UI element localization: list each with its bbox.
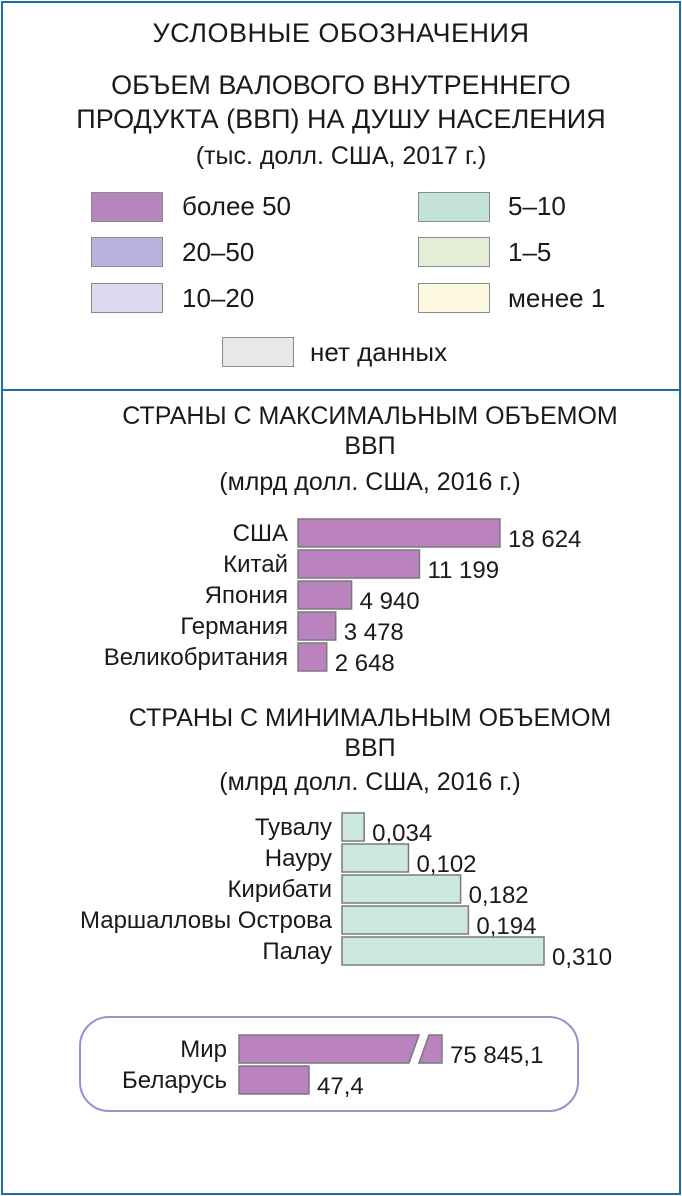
world-comparison-box [79,1016,579,1112]
legend-label-no-data: нет данных [310,337,448,367]
legend-label-1-5: 1–5 [508,237,552,267]
swatch-5-10 [418,192,490,222]
max-gdp-value-label: 2 648 [335,650,395,677]
max-gdp-value-label: 4 940 [360,588,420,615]
legend-label-10-20: 10–20 [182,283,255,313]
swatch-20-50 [91,237,163,267]
max-gdp-value-label: 11 199 [427,557,499,584]
legend-label-20-50: 20–50 [182,237,255,267]
world-bar-segment [238,1034,421,1064]
belarus-bar [238,1065,310,1095]
legend-unit: (тыс. долл. США, 2017 г.) [195,142,487,170]
section-divider [1,389,679,391]
min-gdp-category-label: Тувалу [255,814,332,841]
min-gdp-category-label: Науру [265,845,332,872]
max-gdp-value-label: 3 478 [344,619,404,646]
max-gdp-bar [297,642,328,672]
swatch-under-1 [418,283,490,313]
min-gdp-category-label: Палау [262,938,332,965]
max-gdp-category-label: США [233,520,288,547]
swatch-over-50 [91,192,163,222]
min-gdp-value-label: 0,182 [469,882,529,909]
max-gdp-category-label: Япония [205,582,288,609]
legend-title: УСЛОВНЫЕ ОБОЗНАЧЕНИЯ [152,18,530,48]
chart-max-unit: (млрд долл. США, 2016 г.) [219,468,521,496]
legend-label-under-1: менее 1 [508,283,606,313]
min-gdp-bar [341,905,470,935]
world-value-label: 47,4 [317,1073,364,1100]
max-gdp-bar [297,518,501,548]
max-gdp-category-label: Великобритания [104,644,288,671]
legend-subtitle: ОБЪЕМ ВАЛОВОГО ВНУТРЕННЕГО ПРОДУКТА (ВВП… [76,70,606,134]
min-gdp-value-label: 0,034 [372,820,432,847]
min-gdp-bar [341,812,365,842]
chart-max-title: СТРАНЫ С МАКСИМАЛЬНЫМ ОБЪЕМОМ ВВП [122,402,618,460]
min-gdp-category-label: Кирибати [227,876,332,903]
chart-min-title: СТРАНЫ С МИНИМАЛЬНЫМ ОБЪЕМОМ ВВП [128,704,612,762]
max-gdp-bar [297,611,337,641]
min-gdp-value-label: 0,194 [476,913,536,940]
legend-label-5-10: 5–10 [508,191,566,221]
min-gdp-bar [341,843,410,873]
max-gdp-category-label: Германия [180,613,288,640]
world-value-label: 75 845,1 [450,1042,543,1069]
legend-label-over-50: более 50 [182,191,292,221]
min-gdp-value-label: 0,102 [416,851,476,878]
world-category-label: Беларусь [122,1067,227,1094]
max-gdp-value-label: 18 624 [508,526,581,553]
min-gdp-bar [341,936,545,966]
swatch-1-5 [418,237,490,267]
world-category-label: Мир [180,1036,227,1063]
chart-min-unit: (млрд долл. США, 2016 г.) [219,768,521,796]
min-gdp-category-label: Маршалловы Острова [80,907,333,934]
max-gdp-bar [297,549,421,579]
min-gdp-value-label: 0,310 [552,944,612,971]
swatch-no-data [222,337,294,367]
max-gdp-category-label: Китай [223,551,288,578]
min-gdp-bar [341,874,462,904]
max-gdp-bar [297,580,353,610]
swatch-10-20 [91,283,163,313]
world-bar-segment [417,1034,443,1064]
